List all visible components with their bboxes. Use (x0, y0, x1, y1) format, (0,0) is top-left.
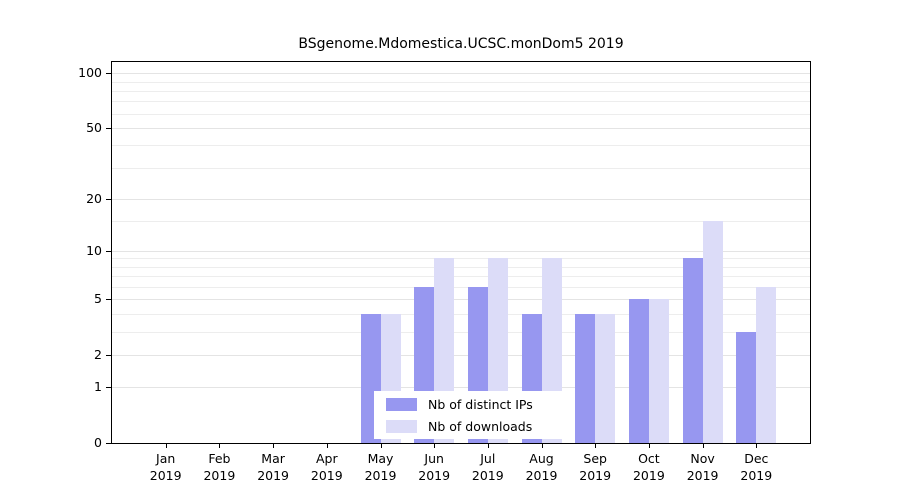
x-tick-label-sep-2019: Sep 2019 (579, 451, 612, 483)
bar-downloads-oct-2019 (648, 299, 669, 443)
x-tick-jun-2019 (434, 443, 436, 448)
y-tick-20 (106, 199, 112, 200)
gridline-minor-30 (112, 167, 810, 169)
gridline-major-50 (112, 127, 810, 129)
gridline-minor-70 (112, 101, 810, 103)
x-tick-label-feb-2019: Feb 2019 (203, 451, 236, 483)
legend-swatch-downloads (386, 419, 417, 433)
bar-distinct-ips-oct-2019 (628, 299, 649, 443)
bar-downloads-sep-2019 (595, 314, 616, 443)
x-tick-dec-2019 (756, 443, 758, 448)
plot-area: Nb of distinct IPs Nb of downloads (106, 61, 811, 448)
y-tick-label-100: 100 (78, 65, 102, 81)
x-tick-label-dec-2019: Dec 2019 (740, 451, 773, 483)
x-tick-label-may-2019: May 2019 (364, 451, 397, 483)
x-tick-label-jun-2019: Jun 2019 (418, 451, 451, 483)
x-tick-label-jan-2019: Jan 2019 (149, 451, 182, 483)
gridline-minor-90 (112, 81, 810, 83)
legend-label-distinct-ips: Nb of distinct IPs (428, 396, 533, 412)
legend: Nb of distinct IPs Nb of downloads (374, 391, 574, 439)
gridline-major-20 (112, 199, 810, 200)
x-tick-sep-2019 (595, 443, 597, 448)
gridline-minor-4 (112, 314, 810, 315)
x-tick-label-nov-2019: Nov 2019 (686, 451, 719, 483)
gridline-major-1 (112, 387, 810, 389)
gridline-major-2 (112, 354, 810, 356)
y-tick-label-50: 50 (86, 119, 102, 135)
gridline-minor-8 (112, 266, 810, 268)
x-tick-oct-2019 (648, 443, 650, 448)
x-tick-feb-2019 (219, 443, 221, 448)
y-tick-1 (106, 387, 112, 389)
y-tick-50 (106, 127, 112, 129)
gridline-minor-6 (112, 287, 810, 288)
gridline-minor-80 (112, 90, 810, 92)
y-tick-100 (106, 73, 112, 75)
x-tick-label-oct-2019: Oct 2019 (632, 451, 665, 483)
gridline-minor-9 (112, 258, 810, 260)
y-tick-2 (106, 354, 112, 356)
x-tick-label-apr-2019: Apr 2019 (310, 451, 343, 483)
gridline-minor-60 (112, 113, 810, 115)
y-tick-label-10: 10 (86, 242, 102, 258)
gridline-minor-40 (112, 145, 810, 147)
x-tick-mar-2019 (273, 443, 275, 448)
bar-distinct-ips-sep-2019 (575, 314, 596, 443)
x-tick-label-mar-2019: Mar 2019 (257, 451, 289, 483)
x-tick-may-2019 (380, 443, 382, 448)
bar-distinct-ips-dec-2019 (736, 331, 757, 443)
x-tick-label-jul-2019: Jul 2019 (471, 451, 504, 483)
legend-swatch-distinct-ips (386, 397, 417, 411)
gridline-major-5 (112, 299, 810, 301)
gridline-major-100 (112, 73, 810, 75)
y-tick-10 (106, 250, 112, 252)
x-tick-label-aug-2019: Aug 2019 (525, 451, 558, 483)
legend-label-downloads: Nb of downloads (428, 418, 533, 434)
y-tick-label-20: 20 (86, 191, 102, 206)
bar-downloads-dec-2019 (756, 287, 777, 443)
x-tick-nov-2019 (702, 443, 704, 448)
chart-title: BSgenome.Mdomestica.UCSC.monDom5 2019 (298, 36, 624, 52)
y-tick-label-0: 0 (94, 435, 102, 450)
y-tick-label-1: 1 (94, 379, 102, 395)
legend-item-downloads: Nb of downloads (386, 416, 574, 436)
gridline-minor-3 (112, 331, 810, 333)
y-tick-label-2: 2 (94, 346, 102, 362)
x-tick-jul-2019 (487, 443, 489, 448)
x-tick-jan-2019 (165, 443, 167, 448)
x-tick-aug-2019 (541, 443, 543, 448)
gridline-major-10 (112, 250, 810, 252)
bar-distinct-ips-nov-2019 (682, 258, 703, 443)
legend-item-distinct-ips: Nb of distinct IPs (386, 394, 574, 414)
x-tick-apr-2019 (326, 443, 328, 448)
y-tick-0 (106, 443, 112, 444)
gridline-minor-15 (112, 220, 810, 222)
y-tick-5 (106, 299, 112, 301)
y-tick-label-5: 5 (94, 291, 102, 307)
gridline-minor-7 (112, 276, 810, 278)
bar-downloads-nov-2019 (702, 220, 723, 443)
